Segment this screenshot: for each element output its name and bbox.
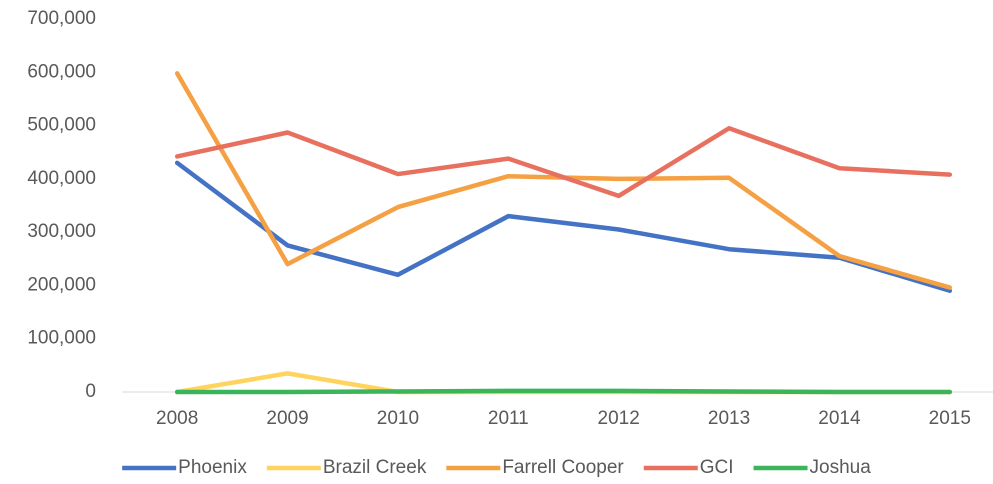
- legend-label: Brazil Creek: [323, 457, 427, 478]
- y-tick-label: 400,000: [27, 168, 96, 189]
- legend-label: Farrell Cooper: [502, 457, 624, 478]
- y-tick-label: 300,000: [27, 221, 96, 242]
- x-tick-label: 2008: [156, 408, 198, 429]
- y-tick-label: 100,000: [27, 328, 96, 349]
- x-tick-label: 2010: [377, 408, 419, 429]
- legend-label: GCI: [700, 457, 734, 478]
- y-tick-label: 500,000: [27, 115, 96, 136]
- x-tick-label: 2013: [708, 408, 750, 429]
- x-tick-label: 2015: [929, 408, 971, 429]
- x-tick-label: 2009: [266, 408, 308, 429]
- line-series: [174, 160, 953, 294]
- y-tick-label: 700,000: [27, 8, 96, 29]
- legend-label: Joshua: [810, 457, 872, 478]
- legend-label: Phoenix: [178, 457, 247, 478]
- x-tick-label: 2014: [818, 408, 861, 429]
- x-tick-label: 2012: [598, 408, 640, 429]
- x-tick-label: 2011: [488, 408, 529, 429]
- y-tick-label: 200,000: [27, 274, 96, 295]
- line-series: [174, 388, 953, 395]
- y-tick-label: 600,000: [27, 61, 96, 82]
- line-series: [174, 125, 953, 199]
- y-tick-label: 0: [85, 381, 96, 402]
